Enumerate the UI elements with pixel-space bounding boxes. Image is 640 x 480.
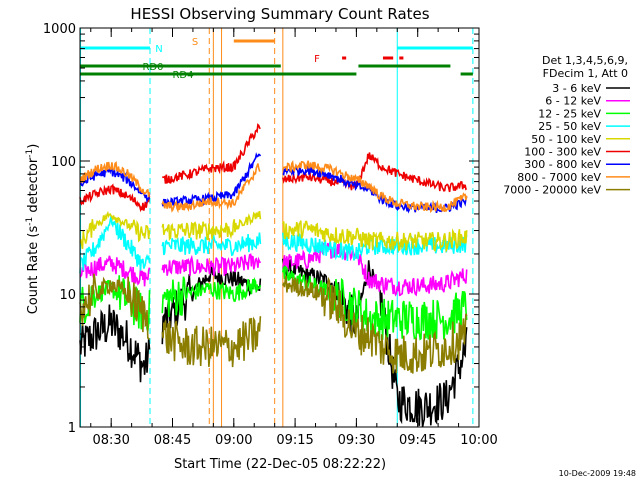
series-line	[79, 210, 468, 254]
y-axis-label-part-1: Count Rate (s	[26, 226, 41, 315]
x-axis-label: Start Time (22-Dec-05 08:22:22)	[174, 457, 386, 472]
legend-entry-label: 300 - 800 keV	[524, 158, 601, 171]
y-axis-label-part-2: detector	[26, 157, 41, 217]
x-tick-label: 09:30	[338, 433, 375, 448]
y-axis-label-sup-2: -1	[25, 149, 35, 158]
axis-layer: 1 10 100 1000 08:30 08:45 09:00 09:15 09:30 09:45…	[43, 22, 498, 448]
y-axis-label-sup-1: -1	[25, 217, 35, 226]
x-tick-label: 10:00	[460, 433, 497, 448]
y-axis-label-part-3: )	[26, 144, 41, 149]
plot-frame	[79, 27, 480, 428]
legend-entry-label: 800 - 7000 keV	[517, 171, 601, 184]
chart-title: HESSI Observing Summary Count Rates	[130, 5, 429, 23]
x-tick-label: 08:45	[154, 433, 191, 448]
legend-entry-label: 7000 - 20000 keV	[503, 184, 601, 197]
flag-bar-label: N	[155, 44, 162, 55]
legend-header-line-1: Det 1,3,4,5,6,9,	[542, 54, 628, 67]
legend: Det 1,3,4,5,6,9, FDecim 1, Att 0 3 - 6 k…	[503, 54, 630, 197]
legend-entry-label: 3 - 6 keV	[552, 82, 601, 95]
series-line	[79, 123, 468, 213]
legend-entry-label: 50 - 100 keV	[531, 133, 601, 146]
series-layer	[79, 123, 468, 428]
legend-entry-label: 12 - 25 keV	[538, 107, 601, 120]
series-line	[79, 241, 468, 297]
legend-entry-label: 6 - 12 keV	[545, 95, 601, 108]
y-tick-label: 10	[59, 288, 76, 303]
timestamp: 10-Dec-2009 19:48	[559, 469, 636, 478]
x-tick-label: 08:30	[92, 433, 129, 448]
y-axis-label: Count Rate (s-1 detector-1)	[25, 144, 41, 315]
x-tick-label: 09:00	[215, 433, 252, 448]
x-tick-label: 09:45	[399, 433, 436, 448]
x-tick-label: 09:15	[276, 433, 313, 448]
series-line	[79, 215, 468, 274]
y-tick-label: 1000	[43, 22, 76, 37]
legend-entry-label: 100 - 300 keV	[524, 146, 601, 159]
flag-layer: N S F RD0 RD4	[80, 37, 473, 81]
y-tick-label: 100	[51, 155, 76, 170]
flag-bar-label: S	[192, 37, 198, 48]
legend-entry-label: 25 - 50 keV	[538, 120, 601, 133]
flag-bar-label: RD0	[142, 62, 163, 73]
y-tick-label: 1	[68, 421, 76, 436]
legend-header-line-2: FDecim 1, Att 0	[543, 67, 628, 80]
flag-bar-label: RD4	[172, 70, 193, 81]
series-line	[79, 273, 468, 374]
flag-bar-label: F	[314, 54, 320, 65]
series-line	[79, 159, 468, 214]
